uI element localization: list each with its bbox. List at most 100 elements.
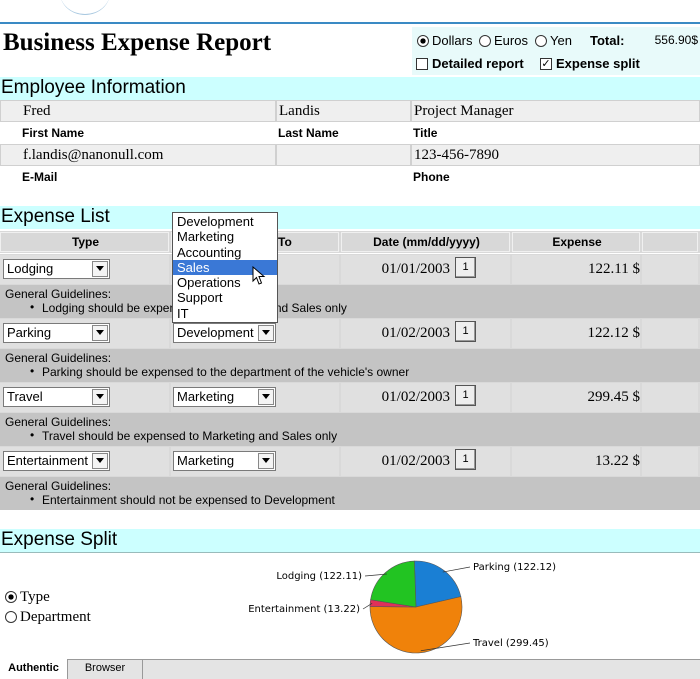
type-select[interactable]: Parking [3, 323, 110, 343]
calendar-button[interactable]: 1 [455, 257, 476, 278]
amount-value: 122.11 $ [588, 261, 640, 277]
row-cell [341, 255, 510, 284]
guideline-bullet: • [30, 428, 35, 442]
calendar-button[interactable]: 1 [455, 449, 476, 470]
guideline-text: Travel should be expensed to Marketing a… [42, 429, 338, 443]
section-rule [0, 552, 700, 553]
field-label: Title [413, 126, 438, 140]
section-header: Employee Information [0, 77, 700, 100]
tab[interactable]: Authentic [0, 659, 68, 679]
date-value: 01/02/2003 [381, 453, 450, 469]
pie-chart: Parking (122.12) Travel (299.45) Entertain… [248, 560, 556, 654]
currency-label: Yen [550, 33, 572, 48]
radio-circle [479, 35, 491, 47]
header-cell [642, 232, 698, 252]
guideline-bullet: • [30, 300, 35, 314]
row-cell [642, 255, 698, 284]
checkbox: ✓ [540, 58, 552, 70]
row-cell [512, 255, 640, 284]
currency-label: Euros [494, 33, 528, 48]
dropdown-option[interactable]: Operations [177, 275, 241, 291]
dropdown-option[interactable]: IT [177, 305, 189, 321]
radio-circle [5, 591, 17, 603]
amount-value: 299.45 $ [587, 389, 641, 405]
type-select[interactable]: Entertainment [3, 451, 110, 471]
option-label: Detailed report [432, 56, 524, 71]
department-select[interactable]: Marketing [173, 451, 276, 471]
leader-line [442, 566, 471, 573]
dropdown-option[interactable]: Accounting [177, 244, 242, 260]
leader-line [364, 573, 387, 577]
guideline-bullet: • [30, 364, 35, 378]
checkbox [416, 58, 428, 70]
leader-line [362, 603, 373, 610]
dropdown-arrow [92, 261, 108, 277]
dropdown-option[interactable]: Development [177, 214, 254, 229]
header-cell [512, 232, 640, 252]
guideline-bullet: • [30, 492, 35, 506]
option-label: Expense split [556, 56, 640, 71]
row-cell [512, 447, 640, 476]
row-cell [341, 447, 510, 476]
guideline-row [0, 349, 700, 382]
calendar-button[interactable]: 1 [455, 321, 476, 342]
pie-slice [370, 560, 417, 608]
guideline-row [0, 477, 700, 510]
dropdown-arrow [258, 389, 274, 405]
pie-slice [414, 560, 462, 608]
guideline-text: Parking should be expensed to the depart… [42, 365, 410, 379]
mouse-cursor [252, 265, 266, 286]
total-label: Total: [590, 33, 625, 48]
field-value: 123-456-7890 [411, 144, 700, 166]
dropdown-option[interactable]: Support [177, 290, 223, 306]
guideline-heading: General Guidelines: [5, 479, 112, 493]
cursor-icon [252, 265, 266, 285]
department-select[interactable]: Development [173, 323, 276, 343]
type-select[interactable]: Lodging [3, 259, 110, 279]
column-header: Date (mm/dd/yyyy) [373, 235, 480, 249]
dropdown-list: Development Marketing Accounting Sales Opera… [172, 212, 278, 323]
calendar-button[interactable]: 1 [455, 385, 476, 406]
dropdown-arrow [92, 389, 108, 405]
dropdown-arrow [258, 453, 274, 469]
dropdown-option[interactable]: Marketing [177, 229, 235, 245]
dropdown-option[interactable]: Sales [173, 259, 277, 276]
report-title: Business Expense Report [3, 29, 272, 56]
guideline-row [0, 285, 700, 318]
column-header: Type [71, 235, 100, 249]
type-select[interactable]: Travel [3, 387, 110, 407]
row-cell [642, 319, 698, 348]
radio-label: Department [20, 609, 91, 625]
row-cell [341, 383, 510, 412]
row-cell [642, 383, 698, 412]
dropdown-arrow [92, 325, 108, 341]
slice-label: Lodging (122.11) [276, 571, 362, 582]
field-value: Landis [276, 100, 411, 122]
department-select[interactable]: Marketing [173, 387, 276, 407]
guideline-heading: General Guidelines: [5, 415, 112, 429]
column-header: To [278, 235, 292, 249]
field-label: First Name [22, 126, 85, 140]
tab[interactable]: Browser [68, 659, 143, 679]
top-arc [60, 0, 110, 15]
row-cell [341, 319, 510, 348]
guideline-row [0, 413, 700, 446]
guideline-heading: General Guidelines: [5, 287, 112, 301]
radio-circle [535, 35, 547, 47]
radio-circle [5, 611, 17, 623]
dropdown-arrow [92, 453, 108, 469]
guideline-heading: General Guidelines: [5, 351, 112, 365]
header-cell [341, 232, 510, 252]
field-value: Project Manager [411, 100, 700, 122]
total-value: 556.90$ [654, 33, 698, 47]
section-header: Expense List [0, 206, 700, 229]
currency-label: Dollars [432, 33, 473, 48]
radio-label: Type [20, 589, 50, 605]
leader-line [420, 642, 471, 652]
date-value: 01/01/2003 [381, 261, 450, 277]
date-value: 01/02/2003 [381, 325, 450, 341]
section-header: Expense Split [0, 529, 700, 552]
field-label: Phone [413, 170, 450, 184]
row-cell [512, 319, 640, 348]
